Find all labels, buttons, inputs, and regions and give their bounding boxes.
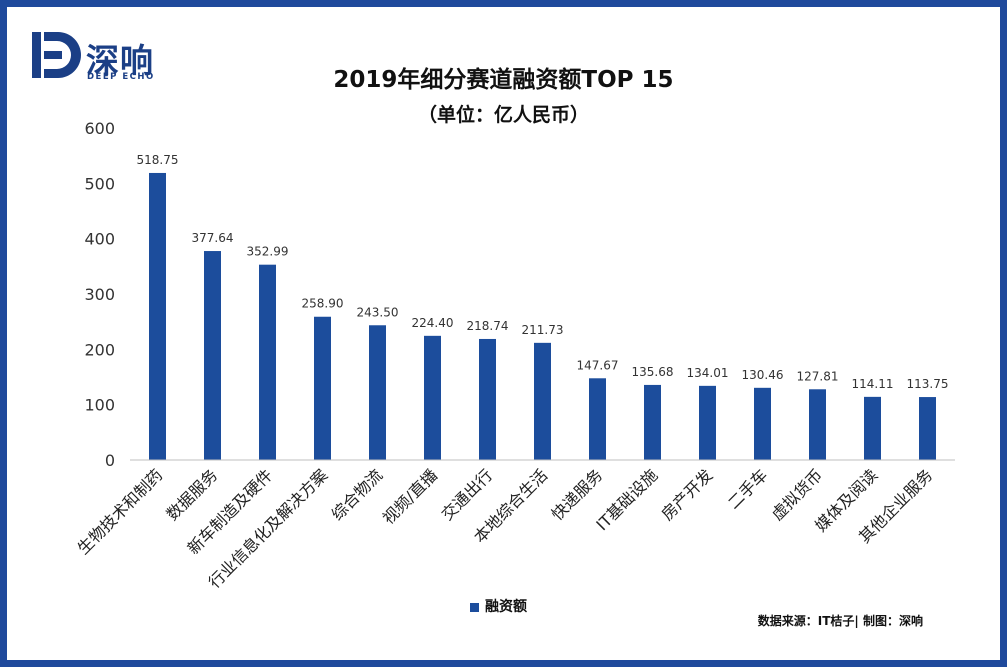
value-label: 127.81: [797, 369, 839, 383]
x-tick-label: 二手车: [724, 465, 771, 512]
y-tick-label: 100: [84, 396, 115, 415]
x-axis-labels: 生物技术和制药数据服务新车制造及硬件行业信息化及解决方案综合物流视频/直播交通出…: [74, 465, 937, 592]
y-tick-label: 200: [84, 340, 115, 359]
bar: [314, 316, 331, 460]
x-tick-label: 视频/直播: [379, 465, 442, 528]
bar-series: [149, 172, 936, 461]
value-label: 113.75: [907, 377, 949, 391]
value-label: 258.90: [302, 297, 344, 311]
deep-echo-logo-icon: [32, 32, 81, 78]
value-label: 218.74: [467, 319, 509, 333]
bar: [479, 338, 496, 460]
x-tick-label: 综合物流: [328, 465, 387, 524]
value-label: 147.67: [577, 358, 619, 372]
chart-title: 2019年细分赛道融资额TOP 15: [333, 67, 674, 93]
y-tick-label: 400: [84, 230, 115, 249]
value-label: 114.11: [852, 377, 894, 391]
bar: [204, 251, 221, 460]
chart-subtitle: （单位：亿人民币）: [417, 104, 589, 126]
bar: [644, 384, 661, 460]
bar: [754, 387, 771, 460]
x-tick-label: 生物技术和制药: [74, 465, 167, 558]
bar: [369, 325, 386, 460]
value-label: 377.64: [192, 231, 234, 245]
bar: [864, 396, 881, 460]
bar: [424, 335, 441, 460]
value-labels: 518.75 377.64 352.99 258.90 243.50 224.40 218.…: [137, 153, 949, 391]
brand-logo: 深响 DEEP ECHO: [30, 28, 180, 88]
source-note: 数据来源：IT桔子| 制图：深响: [757, 614, 923, 628]
value-label: 135.68: [632, 365, 674, 379]
value-label: 518.75: [137, 153, 179, 167]
value-label: 130.46: [742, 368, 784, 382]
y-tick-label: 500: [84, 174, 115, 193]
value-label: 224.40: [412, 316, 454, 330]
bar: [589, 378, 606, 460]
x-tick-label: 房产开发: [658, 465, 717, 524]
value-label: 211.73: [522, 323, 564, 337]
y-tick-label: 600: [84, 119, 115, 138]
legend-label: 融资额: [485, 599, 527, 615]
bar: [809, 389, 826, 460]
y-axis: 0 100 200 300 400 500 600: [84, 119, 115, 470]
y-tick-label: 0: [105, 451, 115, 470]
bar: [149, 172, 166, 461]
bar: [699, 385, 716, 460]
value-label: 134.01: [687, 366, 729, 380]
chart-frame: [7, 7, 1000, 660]
bar: [919, 397, 936, 460]
legend-swatch: [470, 602, 479, 612]
y-tick-label: 300: [84, 285, 115, 304]
bar: [259, 264, 276, 460]
logo-name-cn: 深响: [86, 41, 154, 80]
bar: [534, 342, 551, 460]
value-label: 243.50: [357, 305, 399, 319]
logo-name-en: DEEP ECHO: [87, 72, 155, 82]
value-label: 352.99: [247, 245, 289, 259]
legend: 融资额: [470, 596, 527, 616]
